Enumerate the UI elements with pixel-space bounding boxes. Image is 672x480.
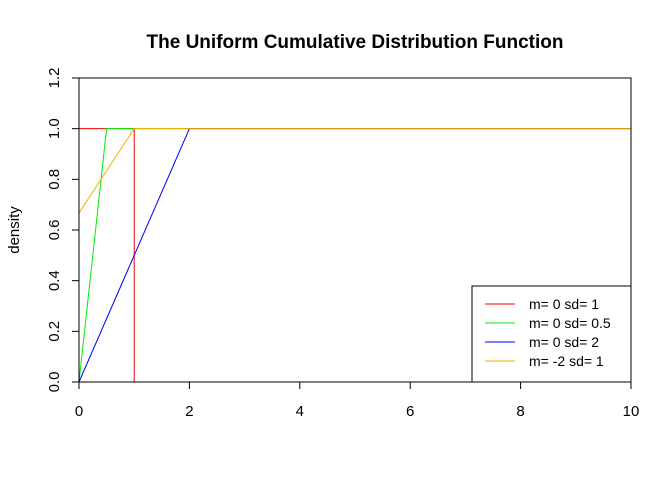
x-tick-label: 4	[296, 403, 304, 420]
y-tick-label: 0.0	[46, 372, 63, 393]
legend-label-4: m= -2 sd= 1	[529, 353, 604, 369]
axes: 0 2 4 6 8 10 0.0 0.2 0.4 0.6 0.8 1.0 1.2	[46, 68, 639, 420]
x-tick-label: 6	[406, 403, 414, 420]
x-tick-label: 2	[185, 403, 193, 420]
x-tick-label: 8	[516, 403, 524, 420]
y-tick-label: 0.8	[46, 169, 63, 190]
y-tick-label: 0.4	[46, 270, 63, 291]
y-tick-label: 1.2	[46, 68, 63, 89]
legend-label-3: m= 0 sd= 2	[529, 334, 599, 350]
y-axis-label: density	[6, 206, 23, 254]
legend: m= 0 sd= 1 m= 0 sd= 0.5 m= 0 sd= 2 m= -2 sd…	[471, 285, 632, 383]
y-tick-label: 0.2	[46, 321, 63, 342]
y-tick-label: 0.6	[46, 220, 63, 241]
legend-label-1: m= 0 sd= 1	[529, 296, 599, 312]
x-tick-label: 0	[75, 403, 83, 420]
legend-label-2: m= 0 sd= 0.5	[529, 315, 611, 331]
legend-box	[471, 285, 632, 383]
x-tick-label: 10	[623, 403, 640, 420]
chart-title: The Uniform Cumulative Distribution Func…	[147, 32, 564, 53]
series-line-4	[78, 128, 631, 214]
y-tick-label: 1.0	[46, 118, 63, 139]
